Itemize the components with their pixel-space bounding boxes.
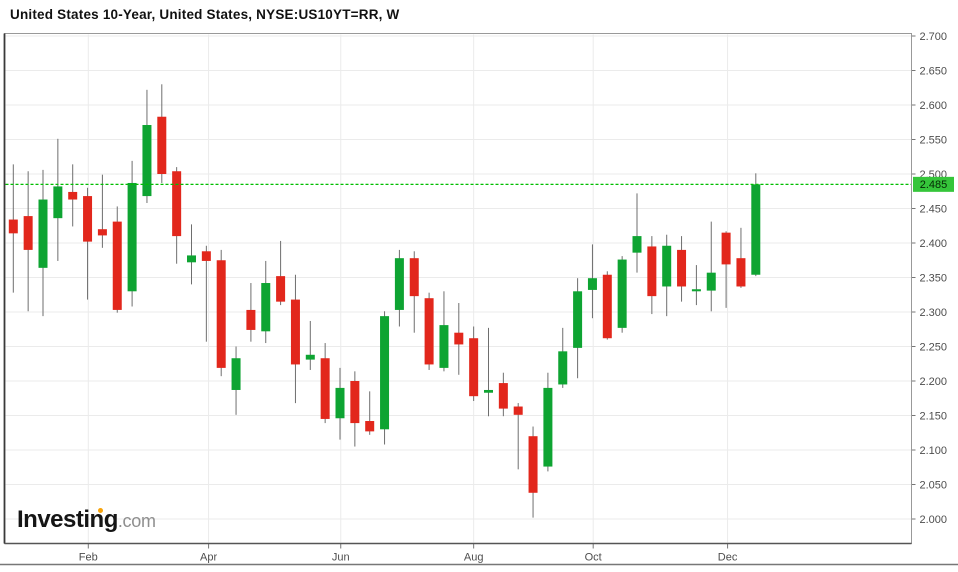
page-title: United States 10-Year, United States, NY… — [10, 7, 400, 22]
candlestick[interactable] — [53, 186, 63, 219]
candlestick[interactable] — [469, 338, 479, 397]
candlestick[interactable] — [662, 245, 672, 287]
candlestick[interactable] — [38, 199, 48, 268]
x-axis-label: Feb — [79, 552, 98, 564]
candlestick[interactable] — [246, 309, 256, 330]
candlestick[interactable] — [142, 125, 152, 197]
y-axis-label: 2.650 — [920, 65, 948, 77]
candlestick[interactable] — [23, 216, 33, 250]
candlestick[interactable] — [394, 258, 404, 310]
candlestick[interactable] — [751, 184, 761, 275]
candlestick[interactable] — [617, 259, 627, 328]
candlestick[interactable] — [335, 387, 345, 419]
y-axis-label: 2.400 — [920, 238, 948, 250]
y-axis-label: 2.250 — [920, 341, 948, 353]
current-price-badge-label: 2.485 — [920, 179, 948, 191]
candlestick[interactable] — [8, 219, 18, 234]
logo-orange-dot-icon — [98, 508, 103, 513]
candlestick[interactable] — [409, 258, 419, 297]
candlestick[interactable] — [632, 236, 642, 253]
logo-suffix: .com — [117, 511, 156, 531]
y-axis-label: 2.350 — [920, 272, 948, 284]
x-axis-label: Jun — [332, 552, 350, 564]
candlestick[interactable] — [706, 272, 716, 291]
candlestick[interactable] — [276, 276, 286, 302]
current-price-badge — [913, 176, 954, 192]
candlestick[interactable] — [484, 389, 493, 393]
candlestick[interactable] — [439, 325, 449, 368]
candlestick[interactable] — [112, 221, 122, 310]
y-axis-label: 2.000 — [920, 514, 948, 526]
candlestick[interactable] — [83, 196, 93, 242]
y-axis-label: 2.200 — [920, 376, 948, 388]
candlestick[interactable] — [736, 258, 746, 287]
y-axis-label: 2.600 — [920, 100, 948, 112]
candlestick[interactable] — [677, 249, 687, 287]
candlestick[interactable] — [68, 191, 78, 200]
candlestick[interactable] — [573, 291, 583, 348]
candlestick[interactable] — [602, 274, 612, 339]
candlestick[interactable] — [647, 246, 657, 297]
candlestick[interactable] — [380, 316, 390, 430]
y-axis-label: 2.300 — [920, 307, 948, 319]
candlestick[interactable] — [97, 229, 107, 236]
candlestick[interactable] — [187, 255, 196, 263]
candlestick[interactable] — [350, 381, 360, 424]
candlestick[interactable] — [320, 358, 330, 419]
candlestick[interactable] — [127, 182, 137, 292]
candlestick[interactable] — [498, 383, 508, 409]
y-axis-label: 2.150 — [920, 410, 948, 422]
candlestick[interactable] — [587, 278, 597, 290]
candlestick[interactable] — [365, 421, 375, 432]
y-axis-label: 2.050 — [920, 479, 948, 491]
candlestick[interactable] — [305, 354, 315, 360]
candlestick[interactable] — [201, 251, 211, 261]
candlestick[interactable] — [231, 358, 241, 390]
candlestick[interactable] — [721, 232, 731, 265]
candlestick[interactable] — [290, 299, 300, 365]
x-axis-label: Oct — [585, 552, 602, 564]
y-axis-label: 2.450 — [920, 203, 948, 215]
candlestick[interactable] — [261, 283, 271, 332]
candlestick[interactable] — [454, 332, 464, 345]
y-axis-label: 2.100 — [920, 445, 948, 457]
candlestick[interactable] — [513, 406, 523, 415]
x-axis-label: Dec — [718, 552, 738, 564]
candlestick[interactable] — [172, 171, 182, 237]
candlestick[interactable] — [424, 298, 434, 365]
y-axis-label: 2.550 — [920, 134, 948, 146]
candlestick[interactable] — [157, 116, 167, 174]
candlestick[interactable] — [543, 387, 553, 467]
candlestick[interactable] — [528, 436, 538, 493]
plot-border — [4, 33, 912, 544]
investing-logo: Investing .com — [17, 506, 156, 536]
y-axis-label: 2.700 — [920, 31, 948, 43]
candlestick[interactable] — [691, 289, 701, 292]
x-axis-label: Aug — [464, 552, 484, 564]
x-axis-label: Apr — [200, 552, 217, 564]
candlestick[interactable] — [216, 260, 226, 368]
candlestick[interactable] — [558, 351, 568, 385]
